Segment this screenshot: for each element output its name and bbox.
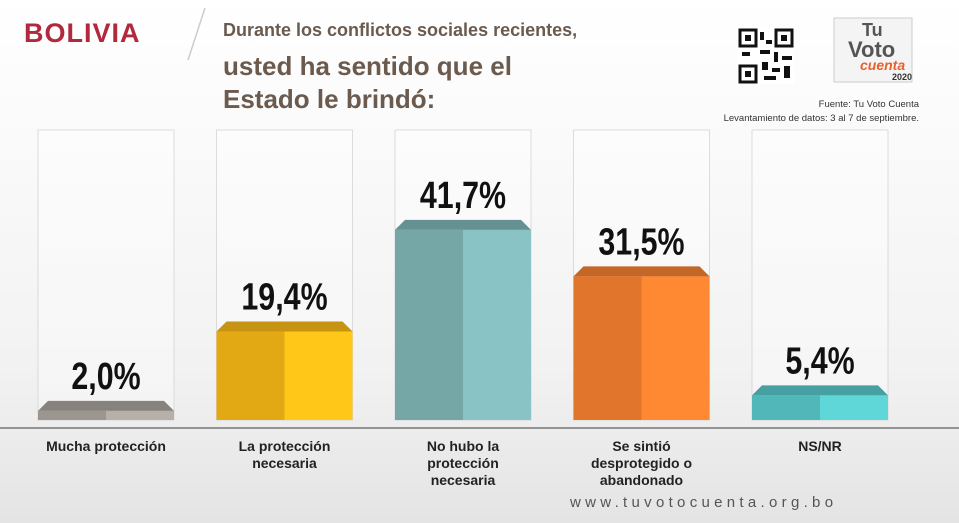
- logo-text: Tu: [862, 20, 883, 40]
- bar-front-left: [395, 229, 463, 420]
- logo-text: 2020: [892, 72, 912, 82]
- website: www.tuvotocuenta.org.bo: [570, 494, 838, 511]
- bar-front-left: [752, 395, 820, 420]
- category-label: No hubo la protección necesaria: [426, 438, 500, 488]
- source: Fuente: Tu Voto Cuenta: [818, 99, 919, 110]
- logo: Tu Voto cuenta 2020: [833, 17, 913, 83]
- bar-front-left: [216, 331, 285, 420]
- divider: [187, 7, 206, 61]
- bar-front-right: [106, 410, 174, 420]
- category-label: NS/NR: [798, 438, 842, 454]
- bar-top: [395, 219, 531, 230]
- category-label: La protección necesaria: [238, 438, 331, 471]
- bar-top: [216, 321, 353, 332]
- value-label: 2,0%: [71, 356, 140, 398]
- country: BOLIVIA: [24, 18, 141, 48]
- bar: [752, 385, 888, 420]
- bar: [395, 219, 531, 420]
- bar-front-left: [573, 276, 642, 420]
- value-label: 41,7%: [420, 175, 506, 217]
- category-label: Mucha protección: [46, 438, 166, 454]
- note: Levantamiento de datos: 3 al 7 de septie…: [723, 113, 919, 124]
- bar-front-left: [38, 410, 106, 420]
- bar-top: [573, 266, 710, 277]
- qr-code: [738, 28, 794, 84]
- bar-front-right: [820, 395, 888, 420]
- glass-tube: [751, 129, 889, 421]
- subtitle: usted ha sentido que el Estado le brindó…: [223, 51, 512, 114]
- bar: [216, 321, 353, 420]
- bar: [573, 266, 710, 420]
- value-label: 5,4%: [785, 340, 854, 382]
- logo-text: Voto: [848, 37, 895, 62]
- category-label: Se sintió desprotegido o abandonado: [590, 438, 693, 488]
- value-label: 31,5%: [598, 221, 684, 263]
- bar-top: [752, 385, 888, 396]
- bar: [38, 400, 174, 420]
- title: Durante los conflictos sociales reciente…: [223, 20, 578, 40]
- bar-front-right: [463, 229, 531, 420]
- bar-front-right: [641, 276, 710, 420]
- bar-top: [38, 400, 174, 411]
- value-label: 19,4%: [241, 276, 327, 318]
- bar-front-right: [284, 331, 353, 420]
- logo-text: cuenta: [860, 57, 905, 73]
- glass-tube: [37, 129, 175, 421]
